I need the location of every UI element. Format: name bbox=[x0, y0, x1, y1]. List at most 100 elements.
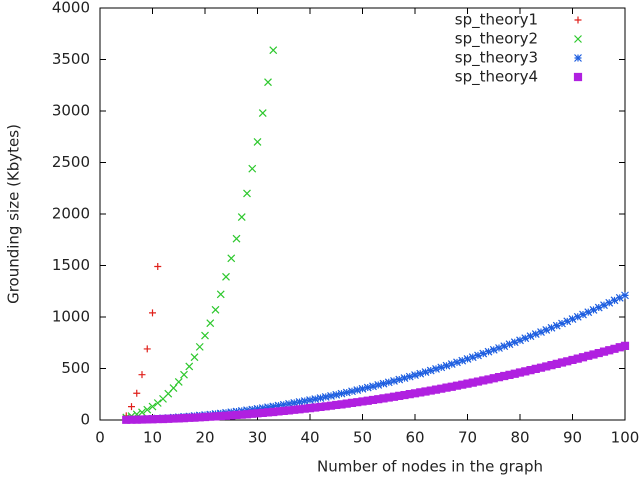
data-point bbox=[206, 319, 215, 328]
data-point bbox=[243, 189, 251, 198]
data-point bbox=[306, 396, 314, 404]
data-point bbox=[437, 363, 446, 372]
data-point bbox=[395, 375, 404, 384]
x-tick-label: 0 bbox=[95, 429, 105, 447]
data-point bbox=[180, 370, 188, 379]
data-point bbox=[516, 336, 524, 345]
data-point bbox=[300, 397, 309, 405]
y-tick-label: 2500 bbox=[52, 153, 90, 171]
data-point bbox=[495, 344, 503, 352]
data-point bbox=[400, 374, 409, 383]
data-point bbox=[573, 312, 582, 321]
data-point bbox=[316, 394, 325, 402]
data-point bbox=[584, 308, 593, 317]
data-point bbox=[321, 393, 330, 401]
y-tick-label: 2000 bbox=[52, 205, 90, 223]
data-point bbox=[411, 371, 419, 380]
data-point bbox=[143, 405, 152, 414]
data-point bbox=[222, 272, 230, 281]
data-point bbox=[510, 338, 519, 347]
y-axis-label: Grounding size (Kbytes) bbox=[5, 124, 23, 304]
data-point bbox=[390, 377, 398, 385]
legend-marker bbox=[574, 54, 582, 62]
legend-marker bbox=[574, 35, 582, 43]
data-point bbox=[269, 402, 278, 411]
legend-label: sp_theory3 bbox=[455, 49, 538, 68]
data-point bbox=[332, 390, 341, 399]
data-point bbox=[526, 332, 535, 341]
data-point bbox=[458, 356, 467, 365]
data-point bbox=[453, 358, 461, 367]
data-point bbox=[138, 408, 146, 417]
x-tick-label: 40 bbox=[300, 429, 319, 447]
x-tick-label: 20 bbox=[195, 429, 214, 447]
data-point bbox=[615, 293, 624, 302]
y-tick-label: 1000 bbox=[52, 308, 90, 326]
legend-label: sp_theory1 bbox=[455, 11, 538, 30]
data-point bbox=[568, 315, 577, 323]
data-point bbox=[521, 334, 530, 343]
data-point bbox=[174, 377, 183, 386]
y-tick-label: 4000 bbox=[52, 0, 90, 17]
data-point bbox=[342, 388, 351, 397]
y-tick-label: 3500 bbox=[52, 50, 90, 68]
data-point bbox=[154, 263, 162, 271]
data-point bbox=[416, 369, 425, 378]
data-point bbox=[201, 331, 209, 340]
data-point bbox=[149, 309, 156, 317]
data-point bbox=[468, 353, 477, 362]
data-point bbox=[148, 402, 157, 411]
data-point bbox=[264, 78, 272, 87]
data-point bbox=[463, 354, 472, 363]
data-point bbox=[363, 383, 372, 392]
data-point bbox=[563, 317, 572, 326]
data-point bbox=[374, 381, 383, 389]
data-point bbox=[248, 405, 257, 414]
data-point bbox=[237, 213, 246, 222]
data-point bbox=[531, 330, 540, 339]
data-point bbox=[442, 361, 451, 370]
data-point bbox=[128, 403, 135, 411]
legend-label: sp_theory2 bbox=[455, 30, 538, 49]
data-point bbox=[138, 371, 146, 379]
data-point bbox=[369, 382, 377, 391]
data-point bbox=[295, 398, 304, 406]
data-point bbox=[337, 389, 346, 398]
data-point bbox=[353, 386, 362, 394]
data-point bbox=[133, 389, 141, 397]
data-point bbox=[594, 303, 603, 312]
legend-label: sp_theory4 bbox=[455, 68, 538, 87]
data-point bbox=[547, 323, 556, 332]
data-point bbox=[211, 305, 220, 314]
data-point bbox=[253, 404, 262, 413]
data-point bbox=[605, 298, 614, 307]
data-point bbox=[279, 400, 288, 409]
data-point bbox=[600, 301, 608, 310]
data-point bbox=[505, 340, 514, 349]
data-point bbox=[258, 109, 267, 117]
x-tick-label: 10 bbox=[143, 429, 162, 447]
data-point bbox=[327, 391, 335, 400]
data-point bbox=[500, 342, 509, 351]
data-point bbox=[358, 384, 367, 393]
data-point bbox=[579, 310, 587, 319]
x-tick-label: 30 bbox=[248, 429, 267, 447]
x-tick-label: 90 bbox=[563, 429, 582, 447]
data-point bbox=[143, 345, 151, 353]
data-point bbox=[185, 362, 194, 371]
data-point bbox=[290, 398, 299, 407]
x-tick-label: 50 bbox=[353, 429, 372, 447]
data-point bbox=[589, 305, 598, 314]
legend-marker bbox=[573, 72, 583, 82]
x-axis-label: Number of nodes in the graph bbox=[317, 458, 543, 476]
data-point bbox=[426, 366, 435, 375]
data-point bbox=[216, 290, 225, 299]
data-point bbox=[348, 387, 356, 396]
data-point bbox=[285, 399, 293, 408]
data-point bbox=[264, 403, 272, 412]
data-point bbox=[474, 351, 482, 360]
y-tick-label: 500 bbox=[61, 359, 90, 377]
data-point bbox=[258, 404, 267, 412]
plot-border bbox=[99, 7, 626, 421]
